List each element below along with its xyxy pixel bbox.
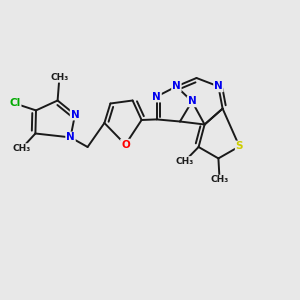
Text: N: N — [188, 96, 196, 106]
Text: Cl: Cl — [9, 98, 21, 109]
Text: CH₃: CH₃ — [50, 73, 68, 82]
Text: CH₃: CH₃ — [13, 144, 31, 153]
Text: N: N — [172, 81, 181, 92]
Text: CH₃: CH₃ — [176, 157, 194, 166]
Text: O: O — [121, 140, 130, 150]
Text: S: S — [236, 141, 243, 152]
Text: N: N — [152, 92, 161, 102]
Text: CH₃: CH₃ — [211, 176, 229, 184]
Text: N: N — [214, 81, 223, 92]
Text: N: N — [70, 110, 80, 120]
Text: N: N — [66, 132, 75, 142]
